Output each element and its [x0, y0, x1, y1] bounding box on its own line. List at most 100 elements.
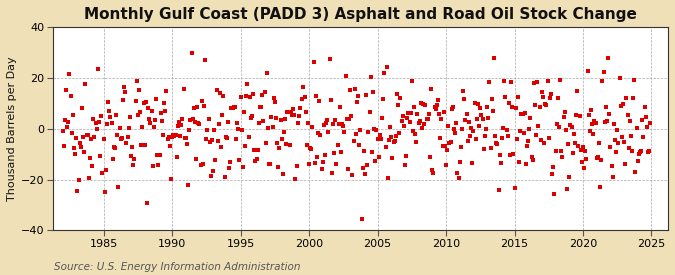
- Point: [519, 111, 530, 115]
- Point: [413, 121, 424, 125]
- Point: [155, 111, 166, 116]
- Point: [530, 103, 541, 108]
- Point: [406, 79, 417, 83]
- Point: [459, 97, 470, 102]
- Point: [405, 111, 416, 115]
- Point: [236, 128, 247, 132]
- Point: [533, 124, 544, 128]
- Point: [378, 97, 389, 101]
- Point: [509, 185, 520, 190]
- Point: [416, 101, 427, 106]
- Point: [388, 140, 399, 144]
- Point: [401, 154, 412, 158]
- Point: [344, 117, 354, 121]
- Point: [101, 168, 111, 172]
- Point: [87, 164, 98, 168]
- Point: [306, 147, 317, 151]
- Point: [645, 121, 655, 125]
- Point: [89, 134, 100, 139]
- Point: [408, 128, 418, 133]
- Point: [470, 137, 481, 141]
- Point: [590, 121, 601, 125]
- Point: [545, 96, 556, 100]
- Point: [444, 141, 455, 145]
- Point: [290, 177, 301, 181]
- Point: [586, 108, 597, 112]
- Point: [302, 121, 313, 125]
- Point: [145, 121, 156, 125]
- Point: [555, 78, 566, 82]
- Point: [231, 136, 242, 141]
- Point: [497, 126, 508, 130]
- Point: [472, 101, 483, 106]
- Point: [124, 115, 135, 120]
- Point: [632, 158, 643, 163]
- Point: [292, 121, 303, 126]
- Point: [243, 134, 254, 139]
- Point: [377, 116, 387, 120]
- Point: [575, 148, 586, 152]
- Point: [436, 117, 447, 122]
- Point: [106, 121, 117, 125]
- Point: [99, 137, 109, 141]
- Point: [451, 121, 462, 125]
- Point: [491, 140, 502, 145]
- Point: [504, 101, 514, 105]
- Point: [621, 96, 632, 100]
- Point: [392, 92, 402, 96]
- Point: [113, 185, 124, 189]
- Point: [350, 87, 360, 91]
- Point: [283, 110, 294, 114]
- Point: [71, 136, 82, 140]
- Point: [629, 78, 640, 82]
- Point: [508, 152, 519, 156]
- Point: [418, 102, 429, 106]
- Point: [626, 134, 637, 138]
- Point: [619, 140, 630, 144]
- Point: [180, 136, 190, 140]
- Point: [402, 115, 412, 120]
- Point: [612, 128, 622, 132]
- Point: [103, 100, 113, 105]
- Point: [479, 134, 490, 138]
- Point: [353, 94, 364, 98]
- Point: [573, 144, 584, 148]
- Point: [393, 102, 404, 107]
- Point: [198, 162, 209, 167]
- Point: [153, 163, 164, 167]
- Point: [576, 160, 587, 164]
- Point: [219, 175, 230, 180]
- Point: [126, 154, 136, 158]
- Point: [414, 119, 425, 123]
- Y-axis label: Thousand Barrels per Day: Thousand Barrels per Day: [7, 57, 17, 201]
- Point: [489, 134, 500, 138]
- Point: [375, 133, 385, 137]
- Point: [398, 114, 408, 118]
- Point: [467, 161, 478, 165]
- Point: [552, 96, 563, 101]
- Point: [157, 133, 168, 137]
- Point: [591, 155, 602, 160]
- Point: [250, 159, 261, 163]
- Point: [134, 88, 144, 92]
- Point: [215, 91, 225, 95]
- Point: [286, 110, 296, 114]
- Point: [95, 153, 105, 158]
- Point: [386, 135, 397, 139]
- Point: [460, 117, 471, 122]
- Point: [563, 142, 574, 147]
- Point: [120, 90, 131, 94]
- Point: [105, 114, 116, 119]
- Point: [548, 164, 559, 169]
- Point: [90, 121, 101, 125]
- Point: [398, 124, 409, 128]
- Point: [257, 92, 268, 97]
- Point: [512, 95, 523, 100]
- Point: [182, 142, 192, 146]
- Point: [65, 94, 76, 98]
- Point: [342, 166, 353, 171]
- Point: [634, 149, 645, 154]
- Point: [593, 155, 603, 159]
- Point: [396, 119, 407, 123]
- Point: [232, 121, 242, 125]
